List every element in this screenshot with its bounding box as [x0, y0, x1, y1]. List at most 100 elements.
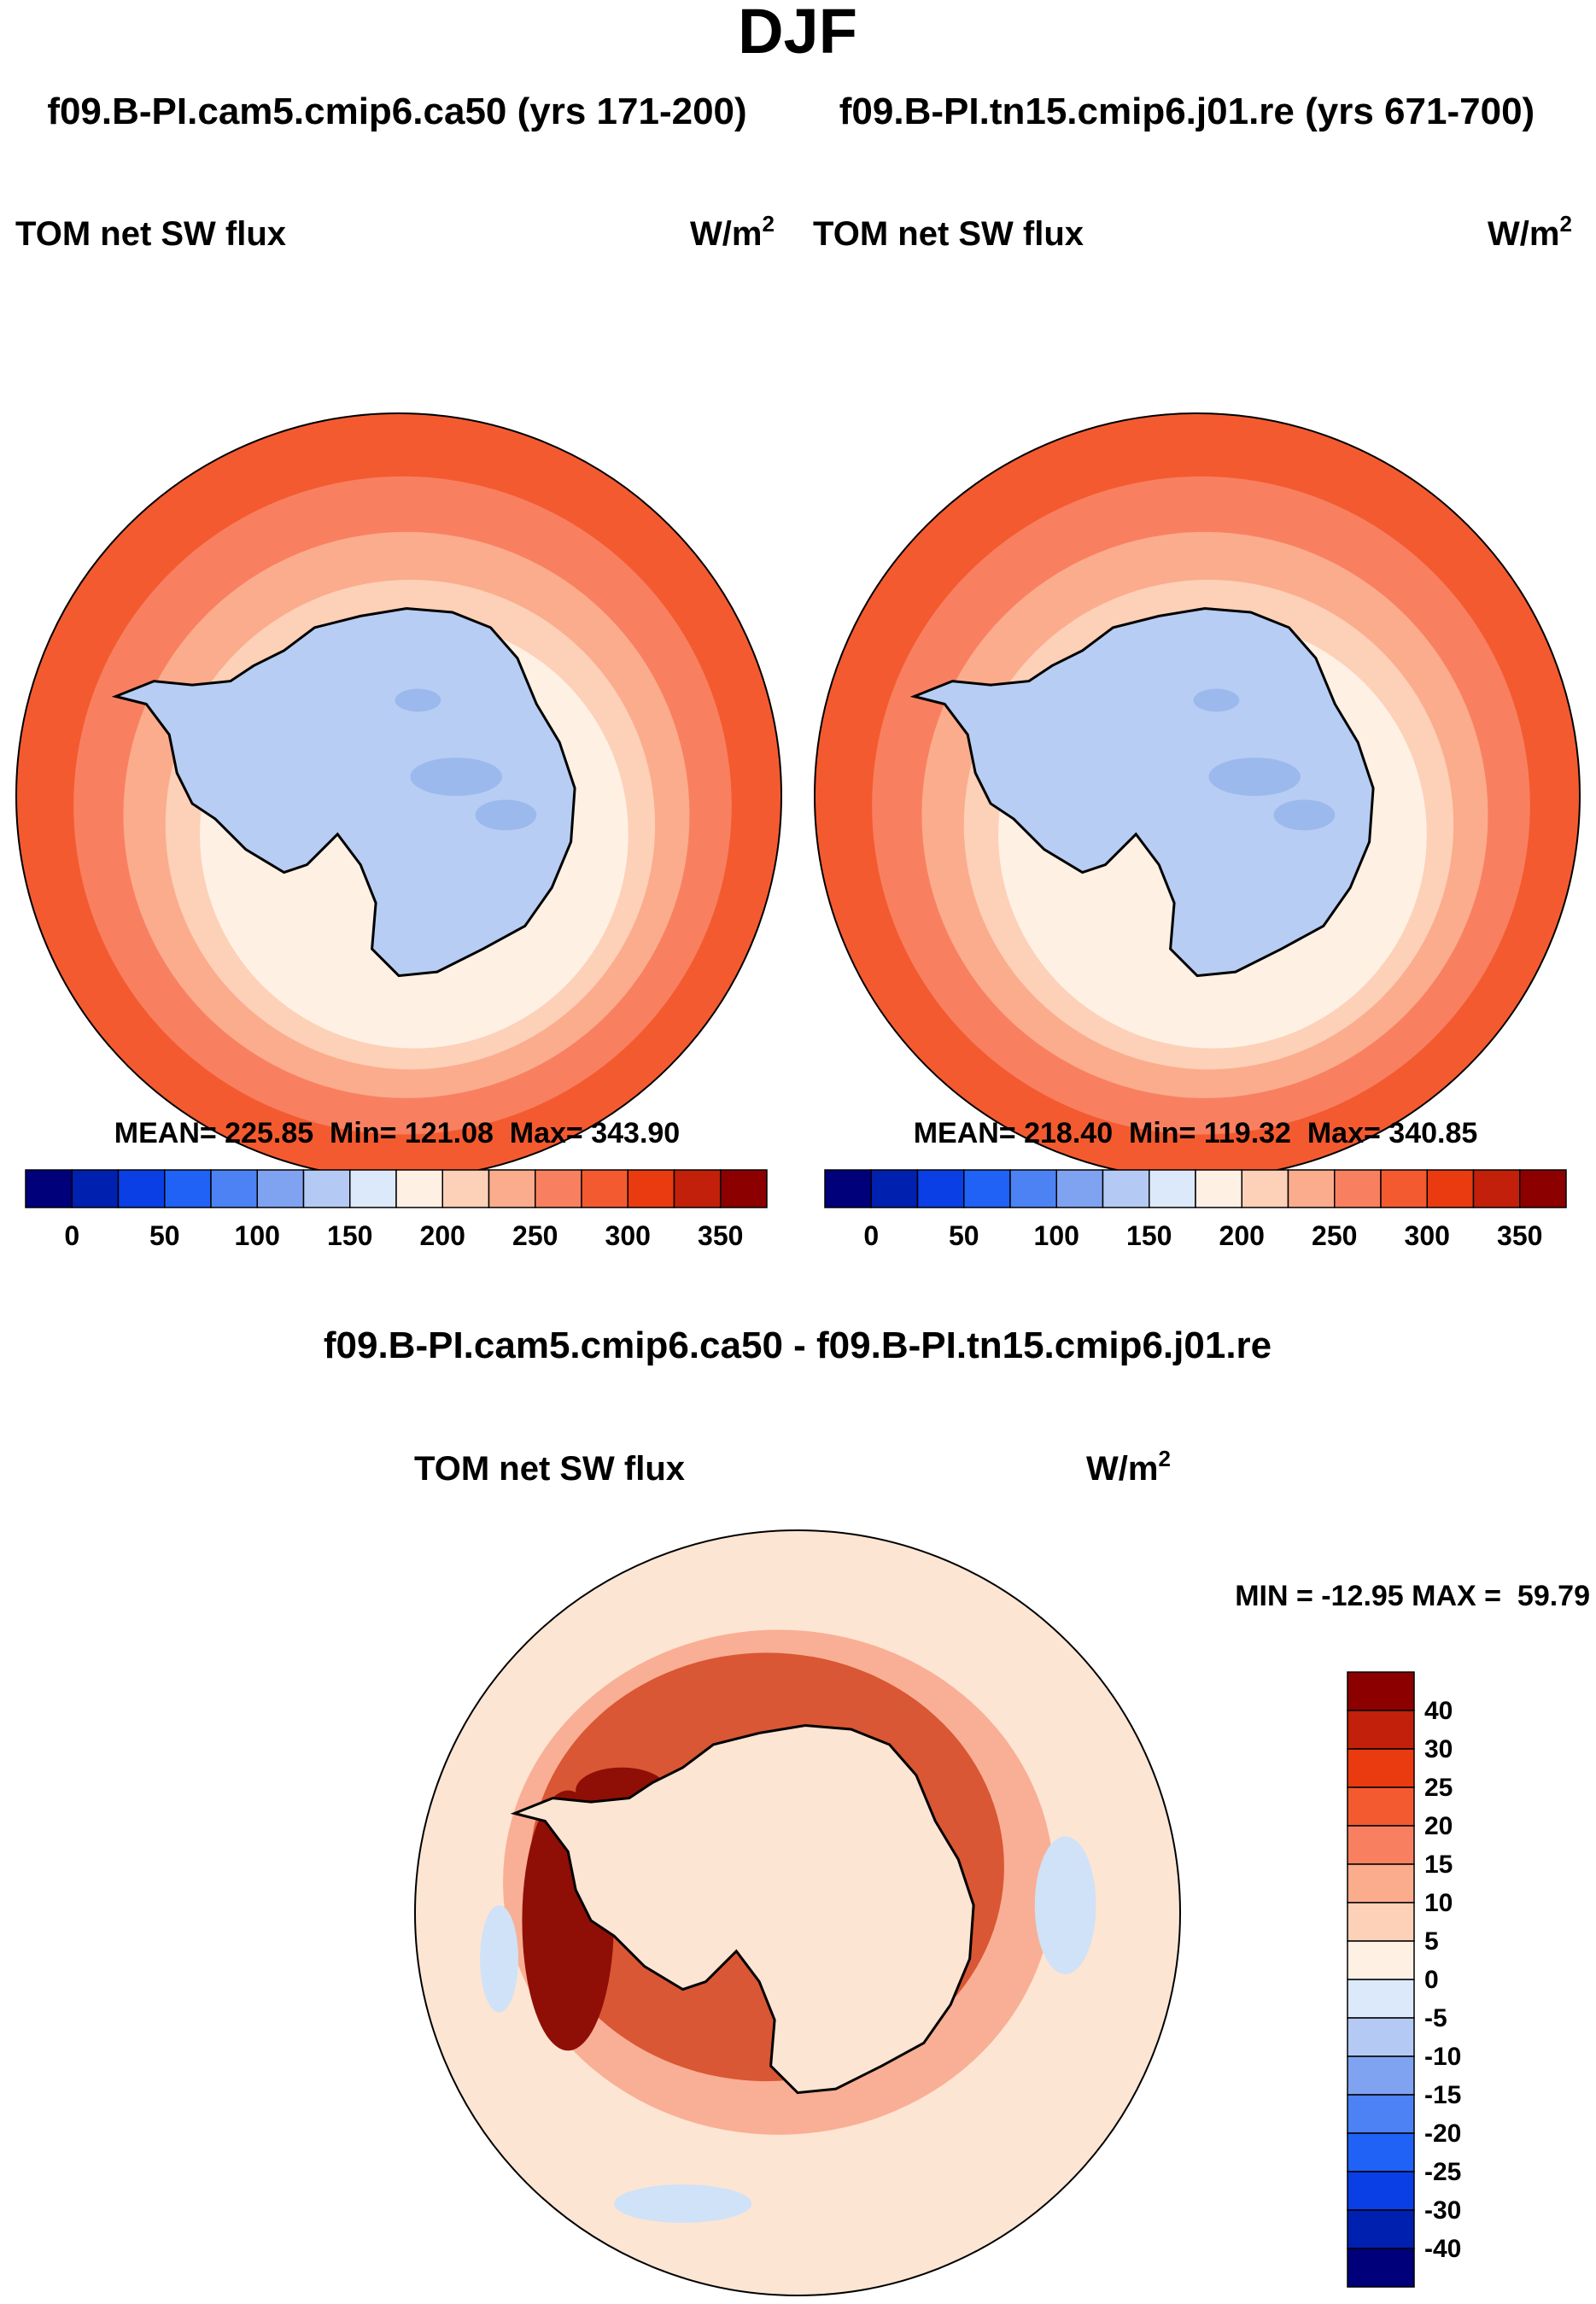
colorbar-tick-label: 150	[327, 1220, 372, 1251]
colorbar-box	[1347, 2132, 1415, 2172]
colorbar-tick-label: 5	[1424, 1927, 1439, 1956]
right-colorbar: 0 50 100 150 200 250 300 350	[824, 1169, 1567, 1251]
colorbar-box	[1241, 1169, 1289, 1208]
left-colorbar: 0 50 100 150 200 250 300 350	[25, 1169, 768, 1251]
colorbar-box	[720, 1169, 768, 1208]
coastline	[111, 606, 576, 978]
colorbar-box	[210, 1169, 258, 1208]
ice-dark-patch-0	[410, 757, 502, 796]
colorbar-box	[1347, 2171, 1415, 2211]
ice-dark-patch-1	[475, 799, 537, 831]
difference-colorbar: 40 30 25 20 15 10 5 0 -5 -10 -15 -20 -25 -30 -40	[1347, 1671, 1461, 2288]
diff-neg-patch-0	[1034, 1836, 1096, 1974]
colorbar-box	[1519, 1169, 1567, 1208]
colorbar-tick-label: 200	[1219, 1220, 1265, 1251]
colorbar-box	[1347, 2017, 1415, 2057]
colorbar-box	[581, 1169, 628, 1208]
colorbar-box	[1347, 1940, 1415, 1980]
colorbar-box	[71, 1169, 120, 1208]
right-variable-label: TOM net SW flux	[813, 215, 1084, 253]
colorbar-tick-label: 250	[1312, 1220, 1357, 1251]
ice-dark-patch-2	[395, 688, 441, 712]
colorbar-tick-label: 0	[64, 1220, 79, 1251]
right-stats: MEAN= 218.40 Min= 119.32 Max= 340.85	[914, 1117, 1478, 1149]
colorbar-box	[1347, 1863, 1415, 1903]
colorbar-box	[349, 1169, 397, 1208]
colorbar-tick-label: 300	[605, 1220, 651, 1251]
colorbar-tick-label: 350	[698, 1220, 743, 1251]
colorbar-box	[870, 1169, 919, 1208]
colorbar-tick-label: -30	[1424, 2196, 1461, 2225]
colorbar-box	[1334, 1169, 1382, 1208]
left-subtitle: f09.B-PI.cam5.cmip6.ca50 (yrs 171-200)	[47, 91, 746, 132]
colorbar-box	[1347, 2094, 1415, 2134]
colorbar-box	[627, 1169, 675, 1208]
colorbar-tick-label: 50	[149, 1220, 180, 1251]
colorbar-box	[1055, 1169, 1104, 1208]
colorbar-tick-label: 20	[1424, 1812, 1453, 1840]
colorbar-box	[1347, 2248, 1415, 2288]
ice-dark-patch-0	[1208, 757, 1301, 796]
colorbar-tick-label: -40	[1424, 2235, 1461, 2263]
colorbar-box	[441, 1169, 490, 1208]
difference-map-border	[414, 1529, 1181, 2296]
colorbar-box	[824, 1169, 872, 1208]
colorbar-box	[1102, 1169, 1150, 1208]
colorbar-box	[117, 1169, 166, 1208]
left-units-label: W/m2	[690, 211, 775, 253]
colorbar-tick-label: 150	[1126, 1220, 1172, 1251]
colorbar-tick-label: 250	[512, 1220, 558, 1251]
colorbar-tick-label: -5	[1424, 2004, 1447, 2032]
diff-neg-patch-1	[480, 1905, 518, 2013]
right-subtitle: f09.B-PI.tn15.cmip6.j01.re (yrs 671-700)	[839, 91, 1535, 132]
colorbar-box	[1149, 1169, 1196, 1208]
colorbar-box	[1009, 1169, 1057, 1208]
right-units-label: W/m2	[1488, 211, 1572, 253]
difference-stats: MIN = -12.95 MAX = 59.79	[1235, 1580, 1590, 1612]
colorbar-box	[1287, 1169, 1336, 1208]
colorbar-tick-label: 40	[1424, 1697, 1453, 1725]
colorbar-tick-label: 300	[1405, 1220, 1450, 1251]
colorbar-box	[1426, 1169, 1475, 1208]
colorbar-box	[963, 1169, 1011, 1208]
colorbar-tick-label: 200	[420, 1220, 465, 1251]
colorbar-box	[1347, 2209, 1415, 2249]
colorbar-box	[1347, 1710, 1415, 1750]
colorbar-box	[1472, 1169, 1521, 1208]
colorbar-box	[488, 1169, 536, 1208]
difference-variable-label: TOM net SW flux	[414, 1450, 685, 1488]
colorbar-box	[395, 1169, 443, 1208]
colorbar-tick-label: 15	[1424, 1851, 1453, 1879]
left-stats: MEAN= 225.85 Min= 121.08 Max= 343.90	[114, 1117, 680, 1149]
colorbar-tick-label: 25	[1424, 1774, 1453, 1802]
page-title: DJF	[738, 0, 857, 67]
colorbar-tick-label: -15	[1424, 2081, 1461, 2109]
colorbar-tick-label: 100	[235, 1220, 280, 1251]
colorbar-tick-label: 50	[949, 1220, 979, 1251]
colorbar-tick-label: -20	[1424, 2120, 1461, 2148]
colorbar-box	[1347, 1979, 1415, 2019]
colorbar-box	[1380, 1169, 1428, 1208]
colorbar-tick-label: 0	[1424, 1966, 1439, 1994]
colorbar-box	[256, 1169, 305, 1208]
difference-units-label: W/m2	[1086, 1446, 1171, 1488]
left-variable-label: TOM net SW flux	[15, 215, 286, 253]
colorbar-box	[25, 1169, 73, 1208]
colorbar-box	[164, 1169, 212, 1208]
coastline	[909, 606, 1375, 978]
right-polar-map	[815, 413, 1580, 1178]
colorbar-tick-label: 0	[863, 1220, 879, 1251]
ice-sheet-fill	[115, 608, 576, 976]
colorbar-box	[302, 1169, 351, 1208]
colorbar-tick-label: 350	[1497, 1220, 1542, 1251]
difference-polar-map	[415, 1530, 1180, 2295]
coastline	[510, 1723, 975, 2095]
colorbar-box	[916, 1169, 965, 1208]
left-polar-map	[16, 413, 781, 1178]
colorbar-box	[1347, 1786, 1415, 1827]
colorbar-box	[1347, 2055, 1415, 2096]
colorbar-box	[535, 1169, 582, 1208]
colorbar-box	[1195, 1169, 1242, 1208]
ice-sheet-fill	[914, 608, 1374, 976]
